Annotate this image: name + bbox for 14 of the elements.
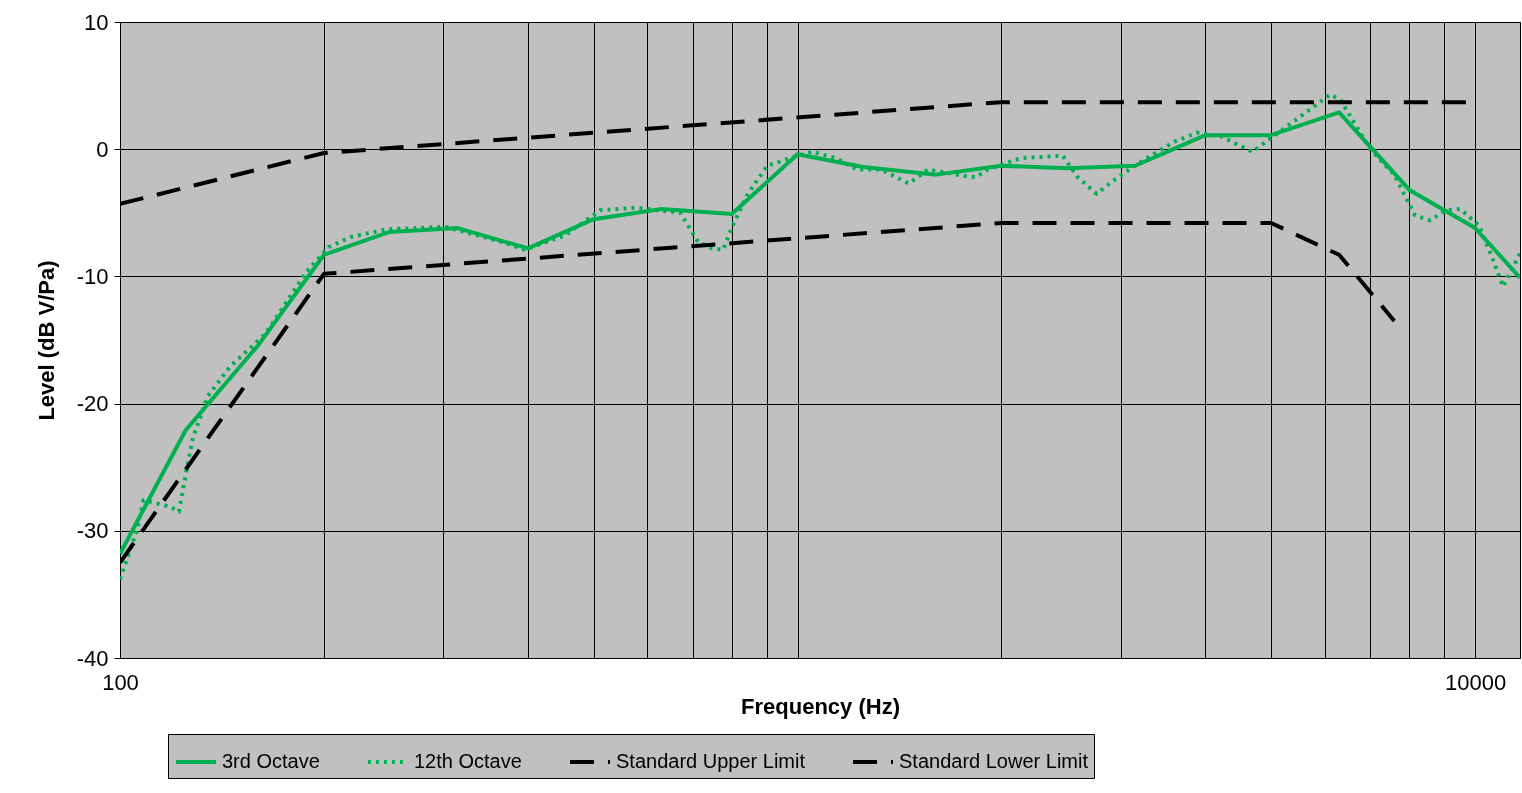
legend-label: Standard Lower Limit <box>899 750 1089 772</box>
y-tick-label: -40 <box>76 645 109 671</box>
legend-label: 12th Octave <box>414 750 522 772</box>
y-tick-label: 10 <box>84 9 109 35</box>
x-tick-label: 10000 <box>1444 669 1507 695</box>
legend-label: 3rd Octave <box>222 750 320 772</box>
y-axis-title: Level (dB V/Pa) <box>33 260 59 421</box>
y-tick-label: -10 <box>76 263 109 289</box>
x-axis-title: Frequency (Hz) <box>741 693 900 719</box>
x-tick-label: 100 <box>102 669 139 695</box>
legend-label: Standard Upper Limit <box>616 750 806 772</box>
y-tick-label: -30 <box>76 518 109 544</box>
y-tick-label: -20 <box>76 391 109 417</box>
y-tick-label: 0 <box>96 136 109 162</box>
